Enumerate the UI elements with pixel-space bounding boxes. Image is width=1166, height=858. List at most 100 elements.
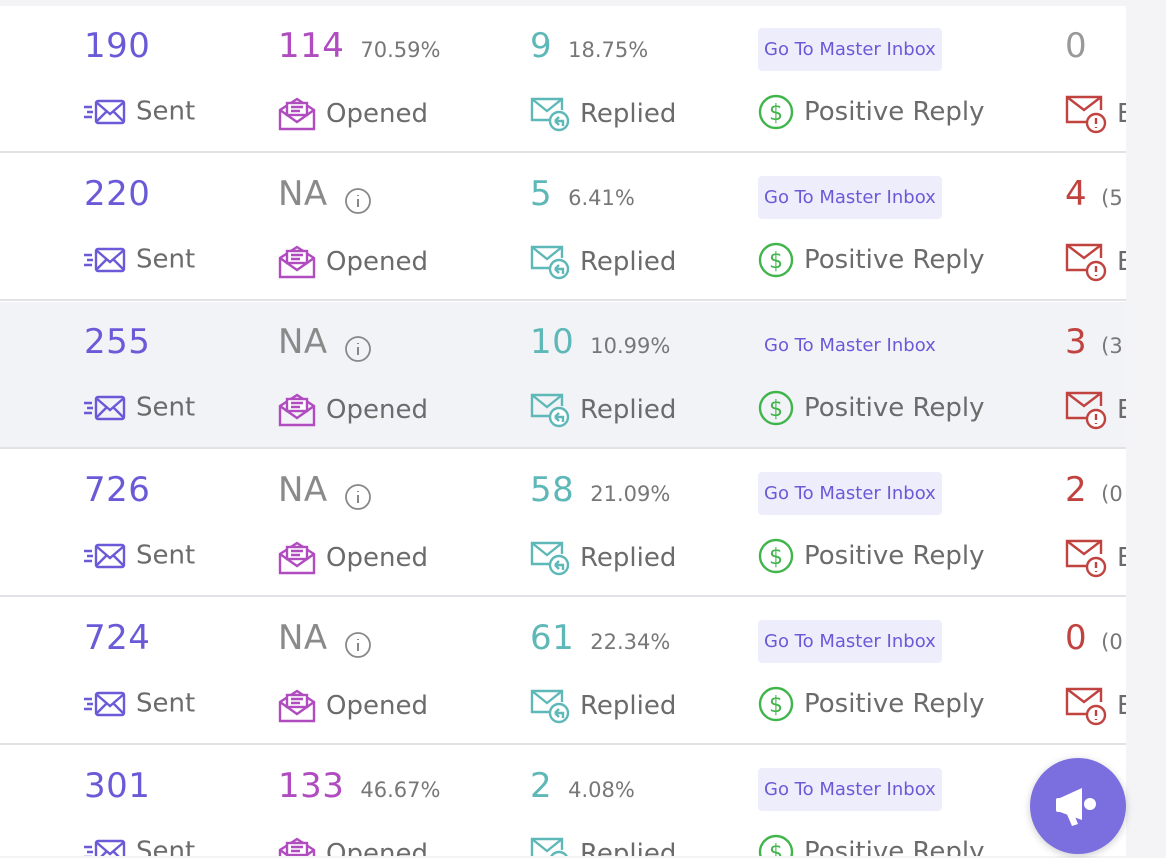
svg-text:$: $ (769, 841, 783, 856)
replied-count: 9 (530, 26, 553, 66)
sent-count: 726 (84, 470, 151, 510)
replied-stat: 58 21.09% (530, 470, 670, 510)
bounced-label: Bounced (1065, 390, 1126, 430)
svg-text:$: $ (769, 397, 783, 422)
campaign-row: 190 Sent 114 70.59% Opened 9 18.75% Replied Go T… (0, 6, 1126, 153)
bounced-stat: 2 (0 (1065, 470, 1123, 510)
opened-text: Opened (326, 247, 428, 277)
bounced-stat: 0 (1065, 26, 1087, 66)
positive-text: Positive Reply (804, 393, 985, 423)
master-inbox-button[interactable]: Go To Master Inbox (758, 768, 942, 811)
replied-label: Replied (530, 688, 676, 724)
sent-count: 220 (84, 174, 151, 214)
bounced-stat: 3 (3 (1065, 322, 1123, 362)
replied-percent: 4.08% (568, 778, 635, 802)
help-button[interactable] (1030, 758, 1126, 854)
opened-text: Opened (326, 99, 428, 129)
master-inbox-button[interactable]: Go To Master Inbox (758, 176, 942, 219)
sent-text: Sent (136, 836, 196, 857)
replied-label: Replied (530, 836, 676, 856)
master-inbox-button[interactable]: Go To Master Inbox (764, 335, 936, 356)
bounced-percent: (3 (1101, 334, 1123, 358)
replied-percent: 21.09% (590, 482, 671, 506)
opened-count: NA (278, 174, 328, 214)
opened-text: Opened (326, 543, 428, 573)
master-inbox-button[interactable]: Go To Master Inbox (758, 472, 942, 515)
campaign-list: 190 Sent 114 70.59% Opened 9 18.75% Replied Go T… (0, 6, 1126, 856)
replied-percent: 6.41% (568, 186, 635, 210)
opened-label: Opened (278, 540, 428, 576)
opened-count: 114 (278, 26, 345, 66)
sent-count: 301 (84, 766, 151, 806)
bounced-stat: 0 (0 (1065, 618, 1123, 658)
bounced-text: Bounced (1117, 247, 1126, 277)
replied-count: 2 (530, 766, 553, 806)
campaign-row: 724 Sent NA Opened 61 22.34% Replied Go To Mast… (0, 598, 1126, 745)
opened-count: NA (278, 618, 328, 658)
replied-count: 58 (530, 470, 575, 510)
replied-text: Replied (580, 691, 677, 721)
bounced-count: 0 (1065, 618, 1088, 658)
replied-label: Replied (530, 96, 676, 132)
bounced-text: Bounced (1117, 99, 1126, 129)
replied-percent: 22.34% (590, 630, 671, 654)
sent-text: Sent (136, 244, 196, 275)
opened-count: NA (278, 470, 328, 510)
master-inbox-button[interactable]: Go To Master Inbox (758, 28, 942, 71)
campaign-row: 220 Sent NA Opened 5 6.41% Replied Go To Master… (0, 154, 1126, 301)
positive-text: Positive Reply (804, 689, 985, 719)
opened-stat: NA (278, 322, 372, 363)
bounced-count: 3 (1065, 322, 1088, 362)
positive-label: $ Positive Reply (758, 94, 985, 130)
sent-label: Sent (84, 688, 195, 719)
sent-label: Sent (84, 96, 195, 127)
replied-percent: 18.75% (568, 38, 649, 62)
opened-count: NA (278, 322, 328, 362)
sent-text: Sent (136, 540, 196, 571)
bounced-count: 2 (1065, 470, 1088, 510)
master-inbox-button[interactable]: Go To Master Inbox (758, 620, 942, 663)
positive-text: Positive Reply (804, 541, 985, 571)
campaign-row: 255 Sent NA Opened 10 10.99% Replied Go To Mast… (0, 302, 1126, 449)
megaphone-icon (1056, 788, 1096, 826)
opened-label: Opened (278, 392, 428, 428)
replied-text: Replied (580, 99, 677, 129)
campaign-row: 301 Sent 133 46.67% Opened 2 4.08% Replied Go To… (0, 746, 1126, 856)
opened-label: Opened (278, 836, 428, 856)
replied-count: 61 (530, 618, 575, 658)
bounced-percent: (0 (1101, 630, 1123, 654)
replied-stat: 5 6.41% (530, 174, 635, 214)
opened-label: Opened (278, 244, 428, 280)
replied-count: 5 (530, 174, 553, 214)
opened-text: Opened (326, 395, 428, 425)
opened-percent: 46.67% (360, 778, 441, 802)
positive-label: $ Positive Reply (758, 538, 985, 574)
sent-label: Sent (84, 540, 195, 571)
replied-label: Replied (530, 392, 676, 428)
bounced-count: 0 (1065, 26, 1088, 66)
replied-count: 10 (530, 322, 575, 362)
opened-stat: NA (278, 470, 372, 511)
replied-text: Replied (580, 839, 677, 856)
replied-text: Replied (580, 395, 677, 425)
sent-text: Sent (136, 392, 196, 423)
opened-stat: 133 46.67% (278, 766, 440, 806)
bounced-stat: 4 (5 (1065, 174, 1123, 214)
positive-label: $ Positive Reply (758, 242, 985, 278)
opened-stat: NA (278, 618, 372, 659)
opened-stat: 114 70.59% (278, 26, 440, 66)
sent-label: Sent (84, 392, 195, 423)
replied-label: Replied (530, 244, 676, 280)
replied-stat: 61 22.34% (530, 618, 670, 658)
bounced-count: 4 (1065, 174, 1088, 214)
sent-count: 724 (84, 618, 151, 658)
svg-text:$: $ (769, 693, 783, 718)
positive-label: $ Positive Reply (758, 686, 985, 722)
sent-text: Sent (136, 96, 196, 127)
bounced-label: Bounced (1065, 94, 1126, 134)
bounced-percent: (5 (1101, 186, 1123, 210)
replied-text: Replied (580, 247, 677, 277)
sent-label: Sent (84, 244, 195, 275)
opened-percent: 70.59% (360, 38, 441, 62)
